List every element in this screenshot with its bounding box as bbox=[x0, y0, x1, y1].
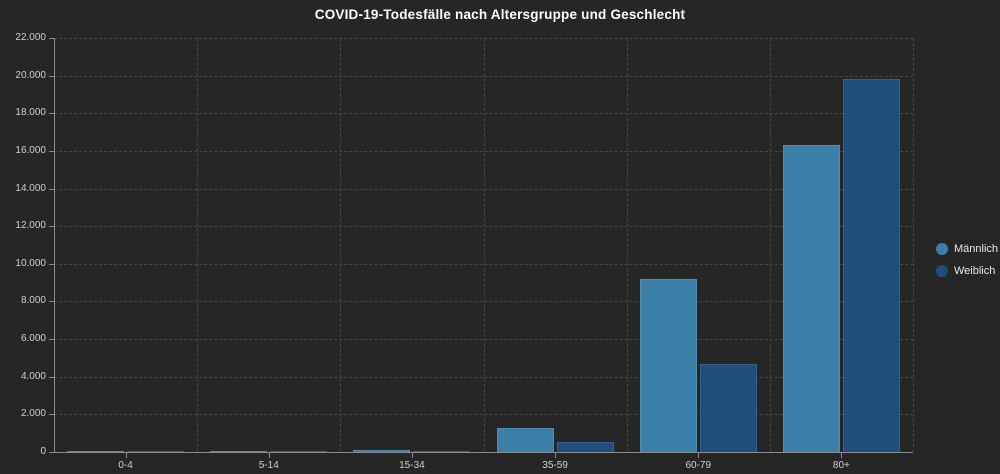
legend-label-weiblich: Weiblich bbox=[954, 265, 996, 277]
y-axis-tick bbox=[49, 414, 54, 416]
y-axis-tick bbox=[49, 113, 54, 115]
legend-item-weiblich[interactable]: Weiblich bbox=[936, 260, 998, 282]
y-axis-tick-label: 6.000 bbox=[20, 333, 46, 345]
y-axis-tick-label: 18.000 bbox=[15, 107, 46, 119]
bar-weiblich-80+[interactable] bbox=[842, 79, 900, 452]
bar-weiblich-0-4[interactable] bbox=[127, 451, 185, 452]
x-axis-tick-label: 35-59 bbox=[542, 460, 568, 471]
x-axis-tick-label: 15-34 bbox=[399, 460, 425, 471]
bar-männlich-0-4[interactable] bbox=[67, 451, 125, 452]
x-axis-tick bbox=[125, 453, 127, 458]
y-axis-tick-label: 16.000 bbox=[15, 144, 46, 156]
gridline-vertical bbox=[483, 38, 485, 452]
gridline-vertical bbox=[340, 38, 342, 452]
x-axis-baseline bbox=[54, 452, 913, 453]
gridline-vertical bbox=[769, 38, 771, 452]
y-axis-tick bbox=[49, 75, 54, 77]
y-axis-tick bbox=[49, 301, 54, 303]
y-axis-tick-label: 8.000 bbox=[20, 295, 46, 307]
bar-weiblich-60-79[interactable] bbox=[699, 363, 757, 452]
bar-männlich-15-34[interactable] bbox=[353, 449, 411, 452]
bar-männlich-60-79[interactable] bbox=[639, 278, 697, 452]
legend-swatch-maennlich-icon bbox=[936, 243, 948, 255]
y-axis-tick-label: 10.000 bbox=[15, 257, 46, 269]
bar-weiblich-35-59[interactable] bbox=[556, 441, 614, 452]
x-axis-tick bbox=[268, 453, 270, 458]
x-axis-tick bbox=[555, 453, 557, 458]
y-axis-tick-label: 14.000 bbox=[15, 182, 46, 194]
y-axis-tick-label: 22.000 bbox=[15, 32, 46, 43]
y-axis-tick bbox=[49, 150, 54, 152]
x-axis-tick-label: 0-4 bbox=[118, 460, 133, 471]
bar-weiblich-5-14[interactable] bbox=[270, 451, 328, 452]
legend-label-maennlich: Männlich bbox=[954, 243, 999, 255]
y-axis-tick bbox=[49, 376, 54, 378]
y-axis-tick bbox=[49, 339, 54, 341]
y-axis-tick-label: 2.000 bbox=[20, 408, 46, 420]
gridline-vertical bbox=[197, 38, 199, 452]
y-axis-tick-label: 12.000 bbox=[15, 220, 46, 232]
bar-männlich-5-14[interactable] bbox=[210, 451, 268, 452]
x-axis-tick-label: 5-14 bbox=[258, 460, 279, 471]
y-axis-tick bbox=[49, 226, 54, 228]
gridline-vertical bbox=[626, 38, 628, 452]
x-axis-tick bbox=[841, 453, 843, 458]
chart-title: COVID-19-Todesfälle nach Altersgruppe un… bbox=[314, 7, 686, 22]
x-axis-tick-label: 80+ bbox=[832, 460, 850, 471]
bar-männlich-80+[interactable] bbox=[782, 145, 840, 452]
y-axis-tick bbox=[49, 38, 54, 39]
y-axis-tick-label: 0 bbox=[40, 446, 46, 457]
legend: Männlich Weiblich bbox=[936, 238, 998, 282]
y-axis-tick bbox=[49, 452, 54, 453]
y-axis-tick bbox=[49, 263, 54, 265]
bar-männlich-35-59[interactable] bbox=[496, 428, 554, 452]
x-axis-tick bbox=[698, 453, 700, 458]
y-axis-tick bbox=[49, 188, 54, 190]
y-axis-tick-label: 20.000 bbox=[15, 69, 46, 81]
legend-item-maennlich[interactable]: Männlich bbox=[936, 238, 998, 260]
gridline-vertical bbox=[913, 38, 914, 452]
y-axis-line bbox=[54, 38, 55, 452]
bar-weiblich-15-34[interactable] bbox=[413, 450, 471, 452]
legend-swatch-weiblich-icon bbox=[936, 265, 948, 277]
x-axis-tick-label: 60-79 bbox=[685, 460, 712, 471]
x-axis-tick bbox=[411, 453, 413, 458]
y-axis-tick-label: 4.000 bbox=[20, 370, 46, 382]
